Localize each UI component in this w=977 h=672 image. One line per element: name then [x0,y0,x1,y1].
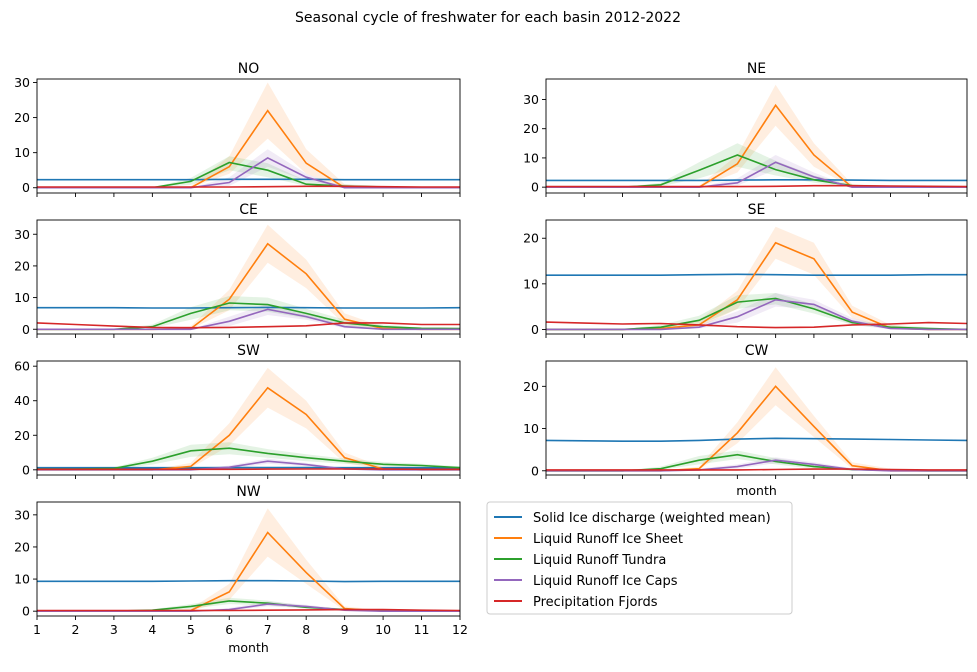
legend-label-runoff-tundra: Liquid Runoff Tundra [533,553,666,568]
ytick-label-nw-10: 10 [14,572,30,587]
line-ce-0 [37,306,460,309]
axes-frame-se [545,219,968,335]
xtick-label-nw-3: 3 [110,622,118,637]
band-se-1 [546,226,967,330]
ytick-label-sw-40: 40 [14,393,30,408]
band-cw-1 [546,367,967,471]
subplot-title-sw: SW [237,343,260,359]
ytick-label-cw-20: 20 [523,379,539,394]
subplot-title-nw: NW [236,484,260,500]
xtick-label-nw-1: 1 [33,622,41,637]
subplot-title-se: SE [748,202,766,218]
line-ce-4 [37,322,460,329]
ytick-label-nw-20: 20 [14,539,30,554]
line-cw-4 [546,468,967,471]
xtick-label-nw-8: 8 [302,622,310,637]
xtick-label-nw-2: 2 [71,622,79,637]
subplot-grid: NO0102030NE0102030CE0102030SE01020SW0204… [14,61,968,655]
xtick-label-nw-12: 12 [452,622,468,637]
band-nw-1 [37,508,460,612]
band-cw-2 [546,450,967,471]
ytick-label-sw-20: 20 [14,428,30,443]
axes-frame-ce [36,219,461,335]
xtick-label-nw-6: 6 [225,622,233,637]
band-ne-3 [546,155,967,188]
line-se-0 [546,273,967,277]
ytick-label-se-10: 10 [523,276,539,291]
ytick-label-ne-0: 0 [531,180,539,195]
line-no-4 [37,185,460,188]
line-ce-3 [37,308,460,331]
ytick-label-nw-0: 0 [22,604,30,619]
line-cw-0 [546,437,967,443]
legend-label-runoff-ice-caps: Liquid Runoff Ice Caps [533,574,678,589]
ytick-label-cw-0: 0 [531,463,539,478]
xtick-label-nw-10: 10 [375,622,391,637]
ytick-label-no-20: 20 [14,110,30,125]
ytick-label-no-10: 10 [14,145,30,160]
ytick-label-no-0: 0 [22,180,30,195]
ytick-label-ce-0: 0 [22,322,30,337]
xtick-label-nw-4: 4 [148,622,156,637]
ytick-label-sw-0: 0 [22,462,30,477]
band-ce-3 [37,303,460,330]
band-ce-1 [37,224,460,330]
axes-frame-cw [545,360,968,476]
line-se-3 [546,298,967,331]
ytick-label-se-20: 20 [523,231,539,246]
band-nw-2 [37,597,460,612]
axes-frame-nw [36,501,461,617]
band-no-3 [37,149,460,188]
axes-frame-ne [545,78,968,194]
band-se-3 [546,293,967,330]
subplot-title-ne: NE [747,61,766,77]
line-se-4 [546,321,967,329]
band-ne-2 [546,143,967,188]
xlabel-nw: month [228,640,269,655]
subplot-title-cw: CW [745,343,769,359]
ytick-label-cw-10: 10 [523,421,539,436]
legend: Solid Ice discharge (weighted mean) Liqu… [486,501,793,615]
axes-frame-no [36,78,461,194]
legend-frame [486,501,793,615]
subplot-title-ce: CE [239,202,258,218]
subplot-title-no: NO [238,61,260,77]
legend-label-runoff-ice-sheet: Liquid Runoff Ice Sheet [533,532,683,547]
band-no-2 [37,156,460,188]
band-sw-1 [37,367,460,470]
ytick-label-se-0: 0 [531,322,539,337]
ytick-label-ce-20: 20 [14,258,30,273]
legend-label-ice-discharge: Solid Ice discharge (weighted mean) [533,511,771,526]
xlabel-cw: month [736,483,777,498]
ytick-label-ce-10: 10 [14,290,30,305]
band-no-1 [37,82,460,188]
ytick-label-ne-20: 20 [523,121,539,136]
xtick-label-nw-5: 5 [187,622,195,637]
ytick-label-ne-10: 10 [523,150,539,165]
line-ne-0 [546,179,967,182]
line-nw-0 [37,579,460,583]
line-nw-4 [37,608,460,612]
line-ne-4 [546,184,967,188]
xtick-label-nw-7: 7 [264,622,272,637]
ytick-label-ne-30: 30 [523,92,539,107]
ytick-label-sw-60: 60 [14,359,30,374]
xtick-label-nw-9: 9 [341,622,349,637]
ytick-label-ce-30: 30 [14,227,30,242]
legend-label-precip-fjords: Precipitation Fjords [533,595,658,610]
ytick-label-no-30: 30 [14,75,30,90]
line-se-1 [546,241,967,331]
line-cw-3 [546,459,967,472]
xtick-label-nw-11: 11 [414,622,430,637]
band-ce-2 [37,296,460,330]
ytick-label-nw-30: 30 [14,507,30,522]
axes-frame-sw [36,360,461,476]
figure-suptitle: Seasonal cycle of freshwater for each ba… [295,10,681,26]
